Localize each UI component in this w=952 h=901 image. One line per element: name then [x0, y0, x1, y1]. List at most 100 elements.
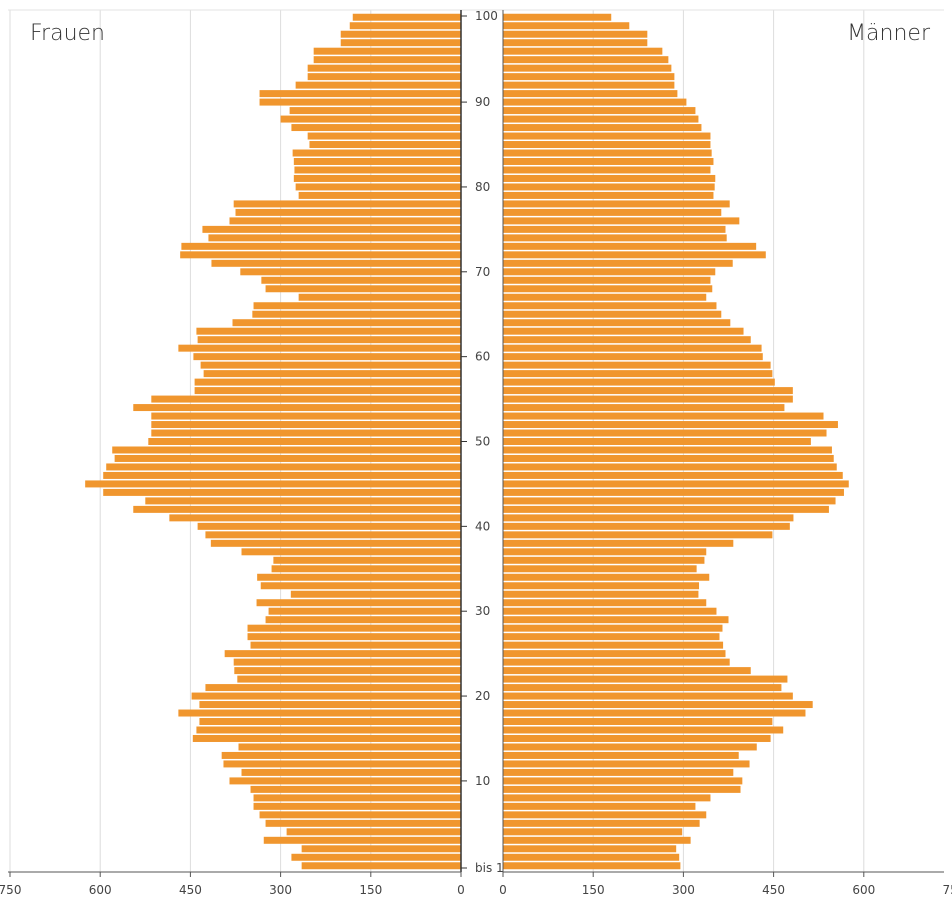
bar-frauen	[194, 387, 462, 395]
bar-frauen	[259, 811, 461, 819]
bar-frauen	[229, 777, 461, 785]
bar-frauen	[307, 73, 461, 81]
bar-maenner	[503, 13, 612, 21]
bar-frauen	[199, 701, 462, 709]
bar-frauen	[261, 276, 461, 284]
bar-frauen	[307, 64, 461, 72]
age-tick-label: bis 1	[475, 861, 504, 875]
bar-maenner	[503, 802, 696, 810]
bar-maenner	[503, 174, 716, 182]
bar-maenner	[503, 183, 715, 191]
age-tick-label: 80	[475, 180, 490, 194]
bar-maenner	[503, 327, 744, 335]
frauen-label: Frauen	[30, 21, 105, 46]
bar-maenner	[503, 259, 733, 267]
age-tick-label: 10	[475, 774, 490, 788]
age-tick-label: 50	[475, 435, 490, 449]
x-tick-label: 450	[179, 883, 202, 897]
age-tick-label: 60	[475, 350, 490, 364]
x-tick-label: 150	[582, 883, 605, 897]
bar-maenner	[503, 454, 834, 462]
bar-maenner	[503, 463, 837, 471]
bar-maenner	[503, 73, 675, 81]
bar-frauen	[180, 251, 461, 259]
bar-frauen	[256, 599, 461, 607]
bar-frauen	[234, 667, 461, 675]
bar-frauen	[295, 183, 461, 191]
bar-frauen	[208, 234, 461, 242]
bar-maenner	[503, 751, 739, 759]
bar-frauen	[241, 768, 461, 776]
bar-frauen	[260, 582, 461, 590]
bar-frauen	[253, 302, 461, 310]
bar-maenner	[503, 692, 793, 700]
bar-maenner	[503, 141, 711, 149]
bar-maenner	[503, 344, 762, 352]
bar-frauen	[313, 56, 461, 64]
bars-frauen	[85, 13, 462, 870]
bar-maenner	[503, 56, 669, 64]
bar-maenner	[503, 539, 734, 547]
bar-maenner	[503, 276, 711, 284]
bar-maenner	[503, 556, 705, 564]
bar-frauen	[291, 853, 461, 861]
bar-frauen	[210, 539, 461, 547]
bar-maenner	[503, 641, 724, 649]
x-axis-ticks: 750 600 450 300 150 0 0 150 300 450 600 750	[0, 872, 952, 897]
bar-maenner	[503, 285, 713, 293]
bar-maenner	[503, 64, 672, 72]
bar-frauen	[202, 225, 461, 233]
bar-frauen	[192, 734, 461, 742]
bar-frauen	[178, 344, 461, 352]
bar-maenner	[503, 607, 717, 615]
bar-frauen	[273, 556, 461, 564]
bar-frauen	[229, 217, 461, 225]
bar-maenner	[503, 115, 699, 123]
bar-maenner	[503, 582, 700, 590]
bar-frauen	[247, 624, 461, 632]
bar-maenner	[503, 361, 771, 369]
bar-maenner	[503, 421, 838, 429]
axes	[8, 10, 944, 873]
bar-frauen	[103, 488, 461, 496]
bar-frauen	[151, 421, 461, 429]
bar-frauen	[223, 760, 461, 768]
bar-frauen	[290, 590, 461, 598]
bar-maenner	[503, 658, 730, 666]
x-tick-label: 750	[0, 883, 21, 897]
age-tick-label: 90	[475, 95, 490, 109]
bar-maenner	[503, 777, 743, 785]
bar-frauen	[151, 429, 461, 437]
bar-frauen	[232, 319, 461, 327]
bar-frauen	[298, 293, 461, 301]
bar-frauen	[193, 353, 461, 361]
age-axis-ticks: bis 1 10 20 30 40 50 60 70 80 90 100	[461, 9, 504, 875]
x-tick-label: 300	[672, 883, 695, 897]
bar-maenner	[503, 709, 806, 717]
bar-frauen	[233, 200, 461, 208]
bar-frauen	[197, 522, 461, 530]
bar-maenner	[503, 438, 811, 445]
bar-maenner	[503, 81, 675, 89]
bar-frauen	[292, 149, 461, 157]
bar-frauen	[268, 607, 461, 615]
x-tick-label: 0	[457, 883, 465, 897]
bar-maenner	[503, 225, 726, 233]
bar-maenner	[503, 412, 824, 420]
bar-frauen	[295, 81, 461, 89]
bar-frauen	[307, 132, 461, 140]
x-tick-label: 150	[359, 883, 382, 897]
bar-frauen	[148, 438, 461, 445]
bar-frauen	[259, 98, 461, 106]
x-tick-label: 300	[269, 883, 292, 897]
bar-maenner	[503, 353, 763, 361]
bar-frauen	[293, 157, 461, 165]
x-tick-label: 750	[943, 883, 952, 897]
bar-frauen	[133, 505, 462, 513]
bar-maenner	[503, 132, 711, 140]
bar-maenner	[503, 650, 726, 658]
bar-frauen	[253, 794, 461, 802]
bar-maenner	[503, 836, 691, 844]
bar-maenner	[503, 319, 731, 327]
bar-frauen	[250, 785, 461, 793]
